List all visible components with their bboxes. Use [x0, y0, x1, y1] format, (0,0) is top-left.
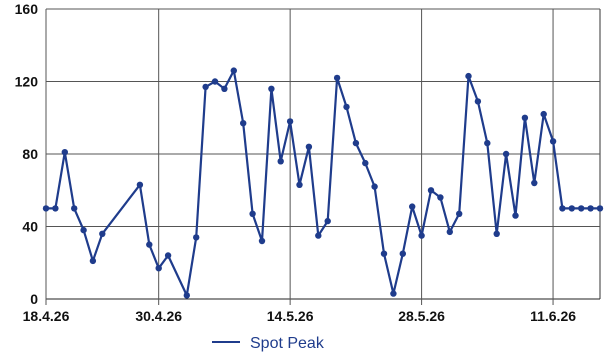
data-point	[596, 205, 604, 212]
data-point	[202, 83, 209, 91]
y-tick-label: 80	[22, 146, 38, 162]
data-point	[146, 241, 153, 248]
data-point	[399, 250, 406, 257]
data-point	[324, 217, 331, 225]
data-point	[42, 205, 50, 212]
data-point	[484, 139, 491, 147]
data-point	[531, 179, 538, 187]
data-point	[315, 232, 322, 239]
data-point	[155, 265, 162, 272]
data-point	[249, 210, 256, 217]
data-point	[268, 85, 275, 93]
data-point	[465, 72, 472, 80]
data-point	[211, 78, 219, 85]
data-point	[493, 230, 500, 237]
x-axis: 18.4.26 30.4.26 14.5.26 28.5.26 11.6.26	[23, 308, 577, 324]
data-point	[474, 98, 482, 105]
x-tick-label: 30.4.26	[135, 308, 182, 324]
x-tick-label: 11.6.26	[530, 308, 576, 324]
data-point	[456, 210, 463, 217]
data-point	[52, 205, 59, 212]
data-point	[230, 67, 237, 74]
data-point	[352, 139, 360, 147]
series-layer	[42, 67, 604, 299]
data-point	[136, 181, 144, 188]
data-point	[521, 114, 529, 122]
data-point	[296, 181, 303, 188]
data-point	[240, 120, 247, 127]
data-point	[502, 150, 510, 158]
data-point	[540, 110, 547, 118]
y-tick-label: 40	[22, 219, 38, 235]
data-point	[71, 205, 78, 212]
data-point	[390, 290, 397, 297]
data-point	[286, 118, 294, 125]
data-point	[258, 237, 266, 245]
data-point	[578, 205, 585, 212]
y-tick-label: 160	[15, 1, 39, 17]
data-point	[512, 212, 519, 219]
data-point	[221, 85, 228, 93]
x-tick-label: 28.5.26	[398, 308, 445, 324]
series-line	[46, 69, 600, 297]
data-point	[380, 250, 388, 257]
legend: Spot Peak	[212, 335, 325, 352]
data-point	[193, 234, 200, 241]
data-point	[183, 292, 190, 299]
data-point	[61, 149, 68, 156]
y-tick-label: 120	[15, 74, 39, 90]
data-point	[343, 103, 350, 111]
data-point	[371, 183, 378, 190]
data-point	[568, 205, 575, 212]
data-point	[437, 194, 444, 201]
x-tick-label: 18.4.26	[23, 308, 70, 324]
y-tick-label: 0	[30, 291, 38, 307]
data-point	[333, 74, 341, 82]
data-point	[80, 226, 87, 234]
grid	[45, 8, 601, 305]
y-axis: 0 40 80 120 160	[15, 1, 39, 307]
data-point	[587, 205, 594, 212]
data-point	[446, 228, 453, 236]
legend-label-spot-peak: Spot Peak	[250, 335, 325, 352]
data-point	[362, 159, 369, 167]
data-point	[164, 252, 172, 259]
data-point	[99, 230, 106, 237]
data-point	[409, 203, 416, 210]
data-point	[89, 257, 97, 265]
x-tick-label: 14.5.26	[267, 308, 314, 324]
data-point	[427, 187, 435, 194]
data-point	[559, 205, 566, 212]
data-point	[305, 143, 313, 150]
data-point	[549, 138, 557, 145]
data-point	[277, 158, 284, 165]
data-point	[418, 232, 425, 239]
